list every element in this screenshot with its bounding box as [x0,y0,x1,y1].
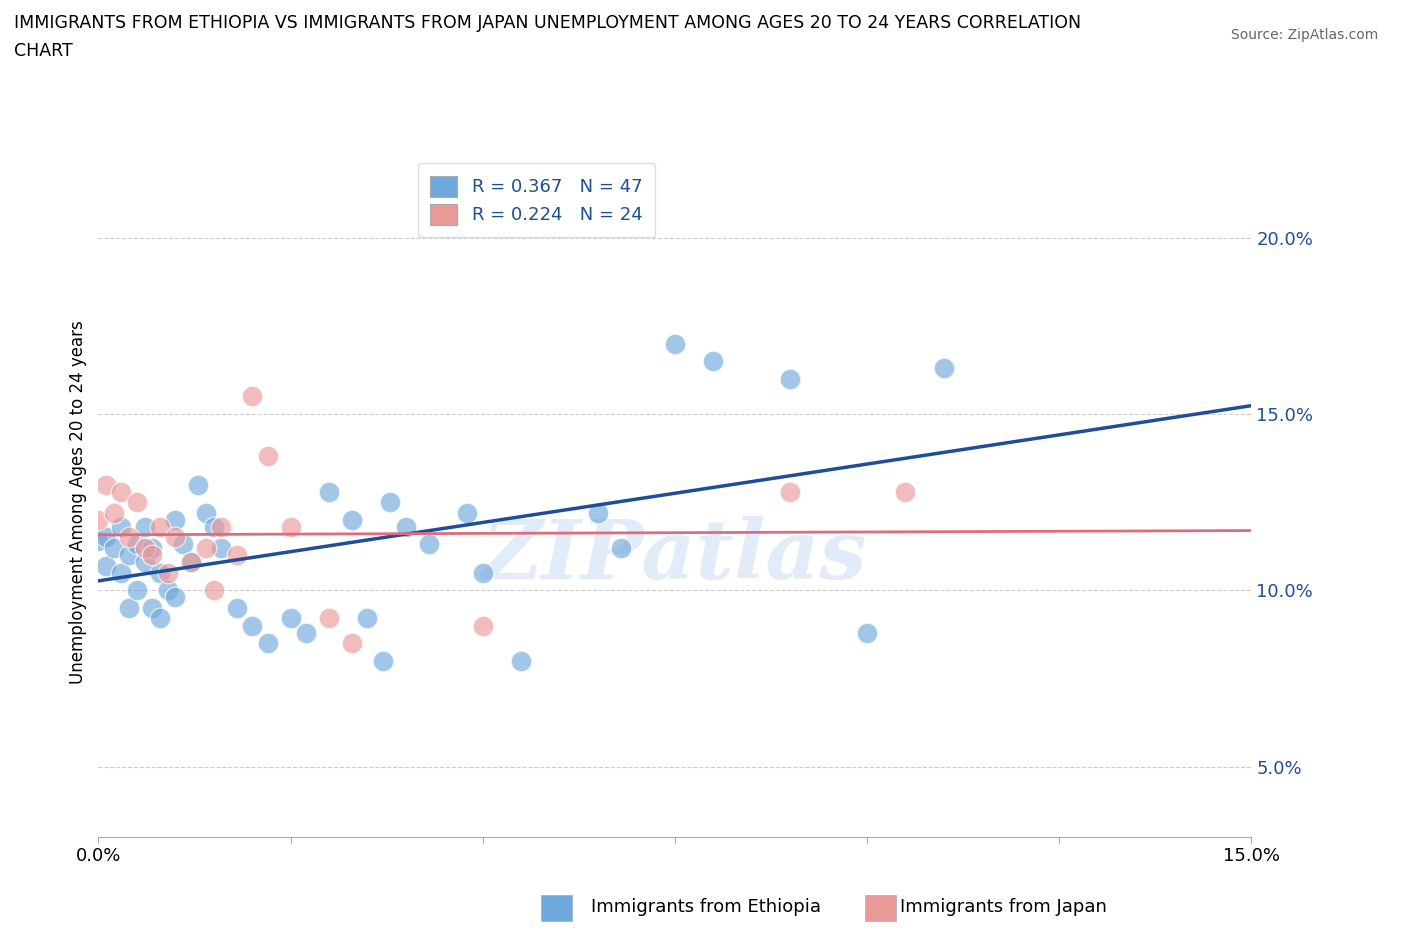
Point [149,611,172,626]
Point [134,520,156,535]
Point [103,540,125,555]
Point [256,449,278,464]
Point [280,611,302,626]
Point [103,505,125,520]
Point [779,485,801,499]
Point [209,540,232,555]
Point [240,618,263,633]
Point [202,520,225,535]
Point [371,654,394,669]
Legend: R = 0.367   N = 47, R = 0.224   N = 24: R = 0.367 N = 47, R = 0.224 N = 24 [418,163,655,237]
Point [187,477,209,492]
Point [110,520,132,535]
Point [87,512,110,527]
Text: Source: ZipAtlas.com: Source: ZipAtlas.com [1230,28,1378,42]
Text: IMMIGRANTS FROM ETHIOPIA VS IMMIGRANTS FROM JAPAN UNEMPLOYMENT AMONG AGES 20 TO : IMMIGRANTS FROM ETHIOPIA VS IMMIGRANTS F… [14,14,1081,32]
Point [94,558,117,573]
Point [318,485,340,499]
Point [134,540,156,555]
Point [209,520,232,535]
Point [932,361,955,376]
Point [318,611,340,626]
Text: Immigrants from Ethiopia: Immigrants from Ethiopia [591,897,821,916]
Point [356,611,378,626]
Point [149,520,172,535]
Point [118,601,141,616]
Point [141,540,163,555]
Point [87,534,110,549]
Point [202,583,225,598]
Point [118,548,141,563]
Point [418,537,440,551]
Point [894,485,917,499]
Text: ZIPatlas: ZIPatlas [482,516,868,596]
Point [280,520,302,535]
Text: Immigrants from Japan: Immigrants from Japan [900,897,1107,916]
Point [180,554,202,569]
Point [110,485,132,499]
Point [256,636,278,651]
Point [295,625,318,640]
Y-axis label: Unemployment Among Ages 20 to 24 years: Unemployment Among Ages 20 to 24 years [69,320,87,684]
Point [195,505,218,520]
Text: CHART: CHART [14,42,73,60]
Point [610,540,633,555]
Point [240,389,263,404]
Point [118,530,141,545]
Point [156,565,179,580]
Point [510,654,533,669]
Point [395,520,418,535]
Point [340,636,363,651]
Point [125,583,148,598]
Point [856,625,879,640]
Point [94,477,117,492]
Point [471,565,494,580]
Point [586,505,609,520]
Point [165,590,187,604]
Point [225,548,247,563]
Point [195,540,218,555]
Point [471,618,494,633]
Point [134,554,156,569]
Point [141,548,163,563]
Point [180,554,202,569]
Point [149,565,172,580]
Point [380,495,402,510]
Point [110,565,132,580]
Point [172,537,194,551]
Point [125,495,148,510]
Point [165,530,187,545]
Point [664,336,686,351]
Point [156,583,179,598]
Point [165,512,187,527]
Point [340,512,363,527]
Point [779,371,801,386]
Point [125,537,148,551]
Point [94,530,117,545]
Point [225,601,247,616]
Point [702,353,724,368]
Point [141,601,163,616]
Point [456,505,478,520]
